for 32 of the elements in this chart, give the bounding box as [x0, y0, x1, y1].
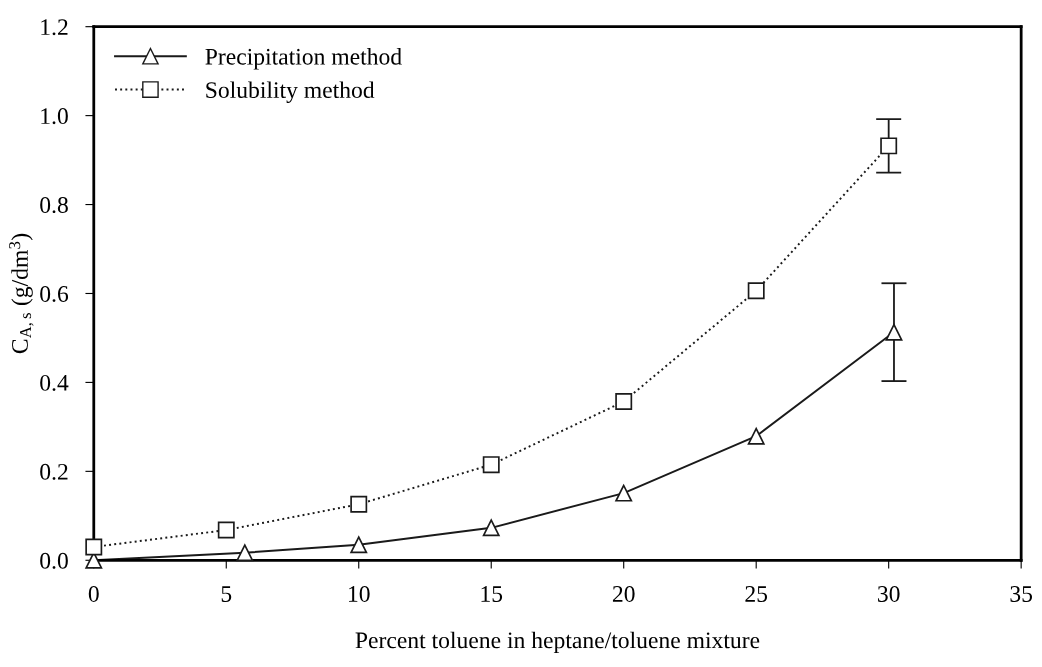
- point: [885, 323, 903, 341]
- x-tick-label: 25: [745, 586, 768, 602]
- y-tick-label: 1.0: [41, 108, 68, 125]
- y-tick-label: 0.0: [40, 552, 68, 569]
- y-tick-label: 0.6: [40, 285, 69, 303]
- y-tick-label: 0.8: [40, 197, 68, 214]
- point: [615, 393, 633, 411]
- y-axis-title: C$_{A,s}$ (g/dm$^{3}$): [9, 233, 34, 354]
- x-axis-title: Percent toluene in heptane/toluene mixture: [355, 631, 760, 654]
- point: [350, 495, 368, 513]
- x-tick-label: 35: [1010, 586, 1033, 602]
- x-tick-label: 15: [481, 586, 503, 602]
- point: [482, 519, 500, 537]
- y-tick-label: 1.2: [41, 19, 68, 36]
- x-tick-label: 0: [88, 585, 99, 602]
- point: [615, 484, 633, 502]
- y-tick-label: 0.4: [40, 374, 69, 391]
- point: [482, 456, 500, 474]
- point: [747, 427, 765, 445]
- point: [217, 521, 235, 539]
- x-tick-label: 10: [349, 585, 370, 602]
- y-tick-label: 0.2: [40, 463, 68, 480]
- legend-label: Solubility method: [206, 81, 375, 103]
- x-tick-label: 30: [878, 585, 900, 602]
- point: [85, 538, 103, 556]
- point: [350, 536, 368, 554]
- x-tick-label: 5: [221, 586, 232, 602]
- legend-label: Precipitation method: [205, 48, 402, 70]
- x-tick-label: 20: [612, 585, 635, 602]
- point: [236, 544, 254, 562]
- point: [880, 137, 898, 155]
- point: [747, 282, 765, 300]
